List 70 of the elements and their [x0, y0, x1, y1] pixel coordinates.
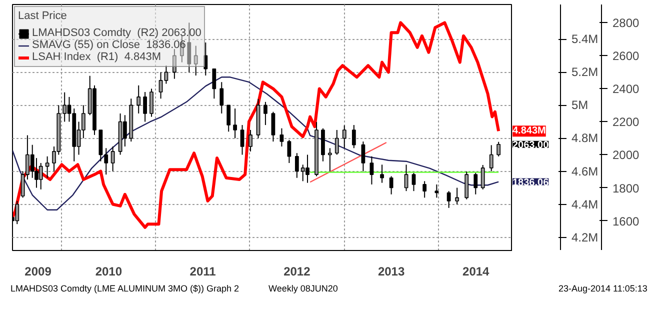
candlestick	[248, 129, 252, 152]
y2-tick-label: 2000	[612, 148, 640, 162]
candlestick	[434, 184, 439, 198]
line-series	[12, 76, 500, 210]
legend-label: LSAH Index (R1) 4.843M	[32, 51, 162, 63]
y2-tick-label: 2400	[612, 82, 640, 96]
x-tick-label: 2011	[190, 264, 216, 278]
y-tick-label: 5M	[572, 98, 588, 112]
y2-tick-label: 2200	[612, 115, 640, 130]
x-tick-label: 2014	[462, 264, 490, 278]
candlestick	[328, 148, 332, 172]
candlestick	[380, 164, 384, 184]
line-series	[12, 21, 500, 229]
x-tick-label: 2009	[24, 264, 52, 278]
candlestick	[404, 164, 408, 192]
x-tick-label: 2013	[378, 264, 405, 278]
y-tick-label: 4.2M	[572, 230, 598, 244]
y-tick-label: 4.6M	[572, 164, 598, 178]
candlestick	[287, 139, 292, 164]
candlestick	[361, 141, 366, 172]
candlestick	[370, 156, 374, 185]
candlestick	[150, 88, 154, 118]
y2-tick-label: 1600	[612, 214, 640, 228]
x-tick-label: 2010	[95, 264, 122, 278]
candlestick	[412, 172, 416, 192]
candlestick	[496, 141, 501, 157]
y2-tick-label: 1800	[612, 181, 640, 196]
candlestick	[294, 152, 299, 178]
candlestick	[212, 68, 216, 100]
candlestick	[455, 187, 460, 205]
candlestick	[489, 144, 494, 172]
y2-tick-label: 2800	[612, 16, 640, 30]
text: 2063.00	[512, 140, 549, 151]
candlestick	[280, 128, 284, 147]
candlestick	[220, 82, 224, 114]
text: LMAHDS03 Comdty (LME ALUMINUM 3MO ($)) Graph 2	[10, 284, 240, 294]
candlestick	[474, 172, 478, 195]
x-tick-label: 2012	[284, 264, 311, 278]
candlestick	[389, 176, 394, 195]
candlestick	[271, 111, 276, 142]
y-tick-label: 5.4M	[572, 32, 598, 46]
candlestick	[422, 180, 427, 198]
y2-tick-label: 2600	[612, 49, 640, 64]
candlestick	[480, 164, 485, 190]
y-tick-label: 4.8M	[572, 131, 598, 146]
candlestick	[38, 162, 43, 190]
text: 23-Aug-2014 11:05:13	[558, 284, 648, 294]
data-label: 1836.06	[512, 177, 550, 188]
candlestick	[194, 45, 198, 76]
candlestick	[143, 92, 147, 122]
candlestick	[342, 124, 346, 149]
y-tick-label: 5.2M	[572, 65, 598, 80]
candlestick	[334, 129, 339, 156]
candlestick	[233, 108, 237, 139]
candlestick	[110, 146, 115, 172]
candlestick	[464, 171, 469, 200]
y-tick-label: 4.4M	[572, 197, 598, 212]
legend-title: Last Price	[18, 10, 68, 22]
candlestick	[226, 104, 231, 132]
candlestick	[204, 42, 208, 76]
data-label: 4.843M	[512, 126, 546, 137]
candlestick	[15, 200, 20, 225]
candlestick	[352, 124, 356, 149]
candlestick	[172, 48, 176, 80]
text: Weekly 08JUN20	[268, 284, 338, 294]
candlestick	[136, 84, 141, 114]
candlestick	[264, 101, 268, 126]
candlestick	[446, 190, 451, 208]
candlestick	[240, 124, 244, 156]
candlestick	[45, 156, 50, 178]
